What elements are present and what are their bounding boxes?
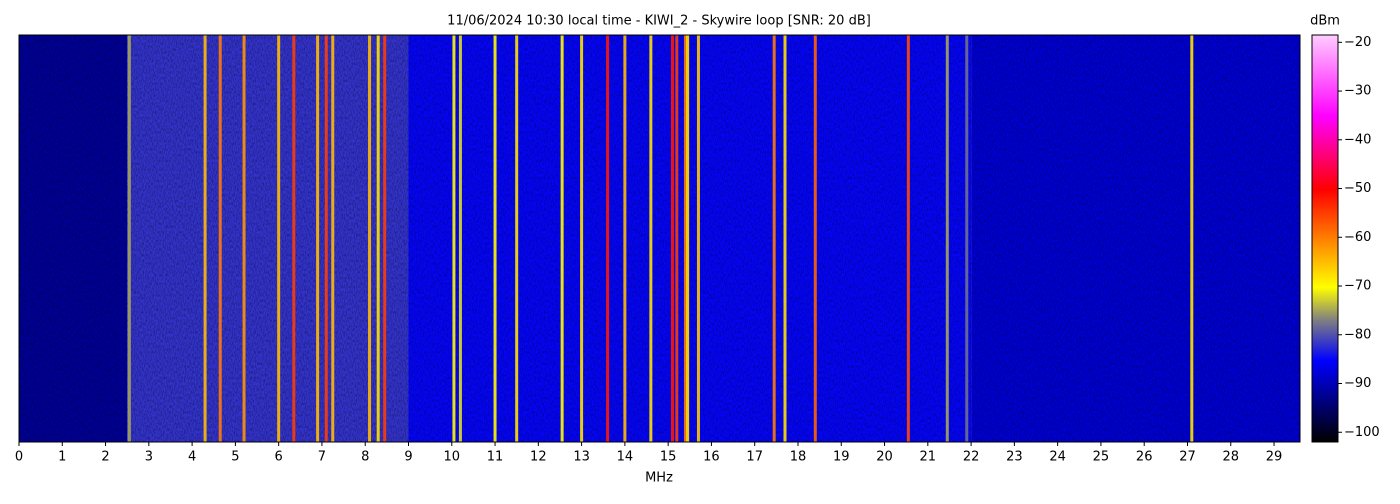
x-tick-label: 8 [361,450,369,465]
x-tick-label: 14 [617,450,634,465]
x-tick-label: 7 [318,450,326,465]
signal [696,35,700,442]
x-tick-label: 17 [746,450,763,465]
colorbar-label: dBm [1310,14,1340,29]
signal [606,35,610,442]
colorbar-tick-label: −70 [1344,279,1371,294]
colorbar-tick-label: −100 [1344,425,1380,440]
x-tick-label: 28 [1222,450,1239,465]
x-tick-label: 3 [145,450,153,465]
plot-area [19,35,1300,442]
x-tick-label: 13 [573,450,590,465]
x-tick-label: 21 [920,450,937,465]
x-tick-label: 24 [1049,450,1066,465]
signal [515,35,519,442]
signal [560,35,564,442]
x-tick-label: 2 [101,450,109,465]
signal [906,35,910,442]
colorbar-tick-label: −80 [1344,327,1371,342]
x-tick-label: 27 [1179,450,1196,465]
x-tick-label: 5 [231,450,239,465]
colorbar-tick-label: −50 [1344,181,1371,196]
signal [649,35,653,442]
x-tick-label: 11 [487,450,504,465]
signal [368,35,372,442]
x-tick-label: 20 [876,450,893,465]
signal [683,35,687,442]
signal [376,35,380,442]
signal [493,35,497,442]
signal [292,35,296,442]
x-tick-label: 19 [833,450,850,465]
signal [383,35,387,442]
signal [127,35,131,442]
x-tick-label: 10 [443,450,460,465]
signal [580,35,584,442]
x-tick-label: 12 [530,450,547,465]
x-tick-label: 1 [58,450,66,465]
signal [623,35,627,442]
colorbar-tick-label: −20 [1344,35,1371,50]
signal [675,35,679,442]
colorbar [1311,34,1339,443]
x-tick-label: 9 [404,450,412,465]
signal [670,35,674,442]
signal [458,35,462,442]
signal [203,35,207,442]
colorbar-tick-label: −30 [1344,84,1371,99]
x-tick-label: 23 [1006,450,1023,465]
signal [242,35,246,442]
x-tick-label: 0 [15,450,23,465]
x-tick-label: 16 [703,450,720,465]
signal [783,35,787,442]
colorbar-tick-label: −40 [1344,132,1371,147]
signal [452,35,456,442]
colorbar-tick-label: −60 [1344,230,1371,245]
x-axis-label: MHz [645,471,673,486]
x-tick-label: 18 [790,450,807,465]
signal [1190,35,1194,442]
x-tick-label: 26 [1136,450,1153,465]
signal [945,35,949,442]
signal [686,35,690,442]
signal [316,35,320,442]
signal [218,35,222,442]
x-tick-label: 4 [188,450,196,465]
x-tick-label: 6 [275,450,283,465]
chart-title: 11/06/2024 10:30 local time - KIWI_2 - S… [447,14,871,29]
x-tick-label: 22 [963,450,980,465]
signal [772,35,776,442]
plot-frame [18,34,1301,443]
signal [331,35,335,442]
signal [965,35,969,442]
colorbar-tick-label: −90 [1344,376,1371,391]
x-tick-label: 25 [1093,450,1110,465]
x-tick-label: 29 [1266,450,1283,465]
signal [324,35,328,442]
signal [813,35,817,442]
noise-texture [19,35,1300,442]
signal [277,35,281,442]
x-tick-label: 15 [660,450,677,465]
